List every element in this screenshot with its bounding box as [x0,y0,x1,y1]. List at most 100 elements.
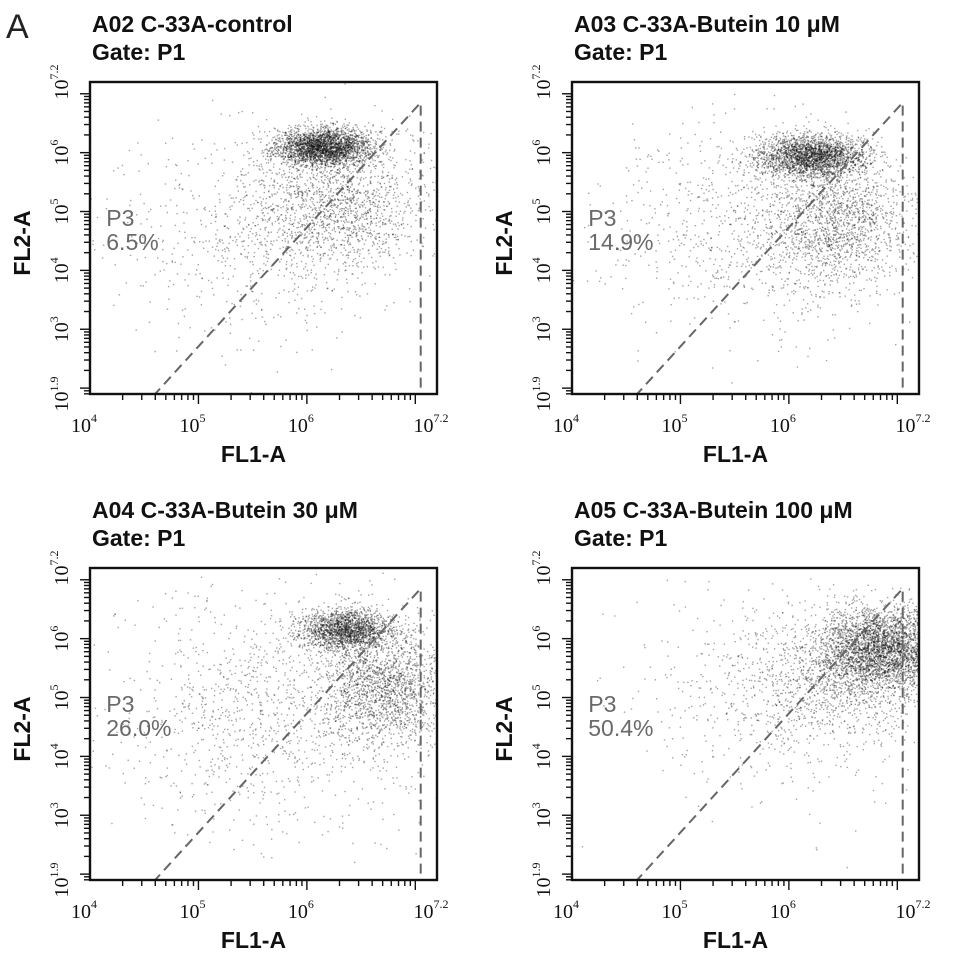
event-point [267,235,269,237]
event-point [349,134,352,136]
event-point [337,213,340,215]
gate-name: P3 [106,205,134,231]
event-point [326,124,329,127]
event-point [349,242,351,244]
event-point [291,259,293,261]
event-point [263,187,266,189]
event-point [270,169,272,172]
event-point [349,153,351,155]
event-point [346,129,349,131]
event-point [298,160,301,162]
event-point [362,178,365,180]
event-point [173,247,175,249]
event-point [340,152,342,154]
event-point [176,212,178,215]
event-point [281,176,284,178]
event-point [299,143,301,145]
y-tick-exponent: 5 [47,199,61,205]
event-point [224,248,226,250]
event-point [362,204,364,207]
event-point [213,294,215,296]
event-point [241,318,243,321]
event-point [364,125,366,128]
event-point [286,207,288,209]
event-point [299,218,301,220]
event-point [401,219,404,221]
event-point [333,210,335,212]
event-point [278,269,281,271]
event-point [381,177,383,180]
event-point [348,130,350,132]
event-point [276,143,279,145]
event-point [312,149,314,151]
event-point [322,186,325,188]
event-point [203,208,205,210]
event-point [319,206,322,209]
event-point [342,158,344,160]
event-point [375,260,377,263]
event-point [280,345,282,348]
event-point [330,173,332,176]
event-point [364,140,367,142]
event-point [415,203,418,205]
event-point [366,130,368,132]
event-point [341,202,343,204]
event-point [296,150,298,152]
event-point [349,164,351,166]
event-point [329,148,332,150]
event-point [338,154,340,157]
event-point [332,176,334,178]
event-point [275,193,277,195]
event-point [352,246,354,249]
event-point [342,166,345,169]
event-point [332,213,334,215]
event-point [369,215,372,217]
event-point [288,142,290,145]
event-point [384,189,387,191]
event-point [362,133,365,135]
event-point [303,268,305,270]
event-point [196,269,198,271]
event-point [169,199,172,201]
event-point [242,227,244,230]
event-point [344,216,347,218]
event-point [335,158,337,160]
event-point [356,264,358,267]
event-point [355,213,358,215]
event-point [369,153,371,156]
event-point [315,162,318,165]
event-point [272,166,275,168]
event-point [389,156,392,158]
event-point [268,130,271,133]
event-point [344,118,346,121]
event-point [306,140,308,143]
event-point [364,218,366,220]
event-point [398,133,400,135]
event-point [330,165,333,168]
event-point [346,168,348,170]
event-point [258,300,260,302]
event-point [385,241,387,243]
event-point [329,126,331,129]
event-point [309,199,312,201]
event-point [347,237,350,239]
event-point [177,242,179,245]
event-point [286,232,288,234]
event-point [285,339,287,341]
event-point [252,263,254,266]
event-point [422,218,424,220]
event-point [267,257,270,260]
event-point [314,178,316,180]
event-point [264,131,266,133]
event-point [278,154,281,156]
event-point [200,223,203,226]
event-point [373,230,375,233]
event-point [271,224,274,226]
event-point [297,204,300,206]
event-point [361,161,363,163]
event-point [345,265,347,267]
event-point [306,231,308,233]
event-point [272,154,274,156]
event-point [204,209,206,211]
event-point [302,143,304,145]
